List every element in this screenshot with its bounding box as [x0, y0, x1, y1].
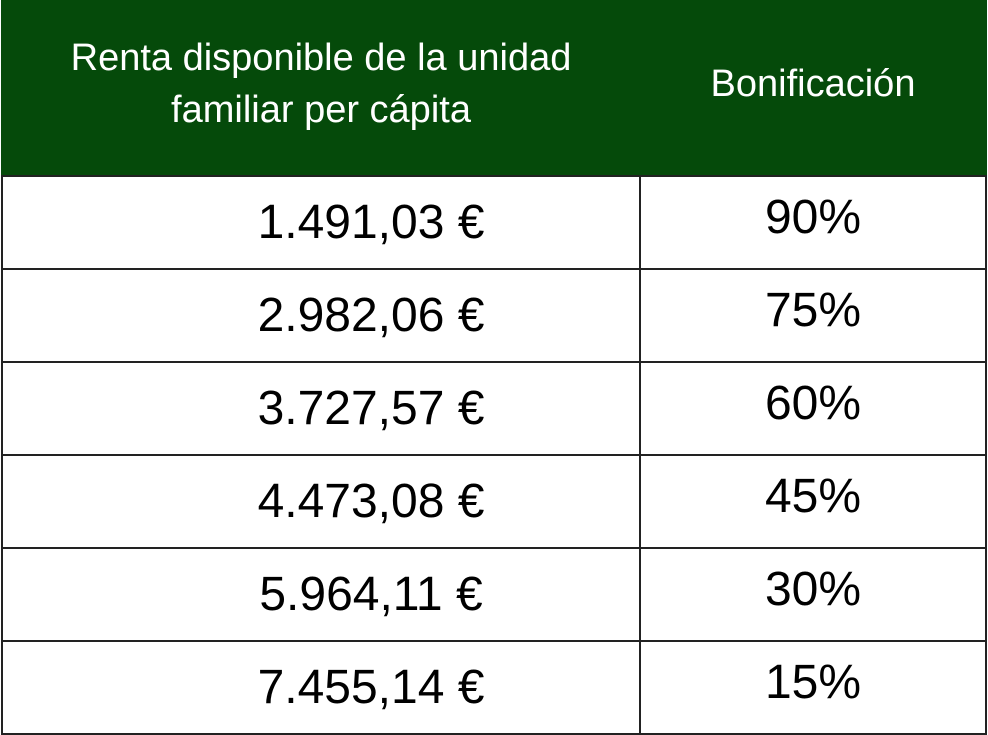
renta-cell: 3.727,57 €	[1, 361, 641, 456]
header-bonificacion: Bonificación	[639, 0, 987, 177]
bonificacion-cell: 75%	[639, 268, 987, 363]
bonificacion-cell: 15%	[639, 640, 987, 735]
renta-cell: 1.491,03 €	[1, 175, 641, 270]
bonificacion-cell: 90%	[639, 175, 987, 270]
header-renta-line-2: familiar per cápita	[171, 88, 471, 131]
header-renta: Renta disponible de la unidad familiar p…	[1, 0, 641, 177]
renta-cell: 7.455,14 €	[1, 640, 641, 735]
bonificacion-cell: 60%	[639, 361, 987, 456]
bonificacion-cell: 30%	[639, 547, 987, 642]
table-row: 4.473,08 €45%	[1, 454, 987, 549]
table-row: 1.491,03 €90%	[1, 175, 987, 270]
renta-cell: 2.982,06 €	[1, 268, 641, 363]
table-row: 3.727,57 €60%	[1, 361, 987, 456]
table-row: 5.964,11 €30%	[1, 547, 987, 642]
table-row: 2.982,06 €75%	[1, 268, 987, 363]
header-row: Renta disponible de la unidad familiar p…	[1, 0, 987, 177]
header-renta-line-1: Renta disponible de la unidad	[70, 36, 572, 79]
renta-cell: 4.473,08 €	[1, 454, 641, 549]
renta-cell: 5.964,11 €	[1, 547, 641, 642]
bonificacion-cell: 45%	[639, 454, 987, 549]
table-row: 7.455,14 €15%	[1, 640, 987, 735]
